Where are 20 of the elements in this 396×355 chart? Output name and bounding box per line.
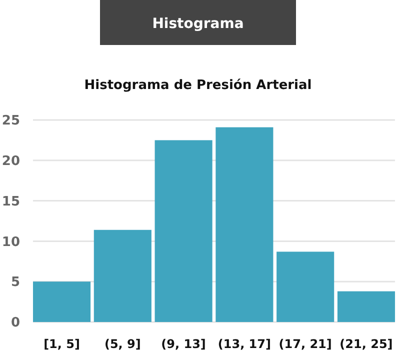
y-tick-label: 10 [2, 234, 20, 250]
y-tick-label: 15 [2, 194, 20, 210]
x-tick-label: (21, 25] [340, 337, 393, 351]
y-tick-label: 0 [10, 316, 20, 331]
bar [276, 252, 334, 322]
x-tick-label: (9, 13] [161, 337, 206, 351]
bar [154, 140, 212, 322]
bar [337, 291, 395, 322]
bar [94, 230, 152, 322]
bar [33, 282, 91, 322]
chart-subtitle: Histograma de Presión Arterial [84, 78, 312, 93]
chart-title: Histograma [152, 16, 244, 32]
x-tick-label: (13, 17] [218, 337, 271, 351]
x-tick-label: [1, 5] [44, 337, 80, 351]
x-tick-label: (17, 21] [278, 337, 332, 351]
bar [216, 127, 274, 322]
x-tick-label: (5, 9] [104, 337, 141, 351]
y-tick-label: 25 [2, 114, 20, 129]
y-tick-label: 5 [10, 275, 20, 290]
y-tick-label: 20 [2, 154, 20, 169]
